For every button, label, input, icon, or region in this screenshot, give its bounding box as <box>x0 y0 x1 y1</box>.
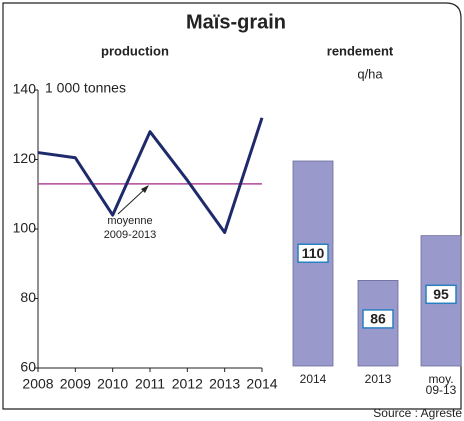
y-tick-label: 100 <box>13 220 37 236</box>
panel-title: production <box>101 43 169 58</box>
category-label: 2014 <box>300 372 327 386</box>
x-tick-label: 2009 <box>60 376 91 392</box>
y-tick-label: 60 <box>20 359 36 375</box>
data-line <box>37 117 264 234</box>
x-tick-label: 2011 <box>135 376 165 392</box>
annotation-arrow <box>117 187 147 215</box>
value-box <box>425 284 457 305</box>
x-tick-label: 2008 <box>22 376 53 392</box>
value-box <box>297 243 329 263</box>
chart-title: Maïs-grain <box>186 11 286 33</box>
unit-label: q/ha <box>357 66 383 81</box>
value-label: 95 <box>433 286 449 302</box>
y-tick-label: 140 <box>13 81 37 97</box>
category-label: 2013 <box>365 372 392 386</box>
value-label: 110 <box>302 245 325 261</box>
category-label: moy. 09-13 <box>426 372 457 397</box>
x-tick-label: 2010 <box>97 376 128 392</box>
y-tick-label: 80 <box>20 289 36 305</box>
x-tick-label: 2014 <box>246 376 277 392</box>
panel-title: rendement <box>327 43 394 58</box>
value-box <box>362 309 394 329</box>
x-tick-label: 2012 <box>172 376 203 392</box>
x-tick-label: 2013 <box>209 376 240 392</box>
annotation: moyenne 2009-2013 <box>104 215 157 241</box>
source: Source : Agreste <box>373 406 462 420</box>
bar <box>292 160 334 367</box>
y-tick-label: 120 <box>13 150 37 166</box>
arrow-head <box>141 185 149 193</box>
y-axis-label: 1 000 tonnes <box>45 80 126 96</box>
value-label: 86 <box>370 311 386 327</box>
